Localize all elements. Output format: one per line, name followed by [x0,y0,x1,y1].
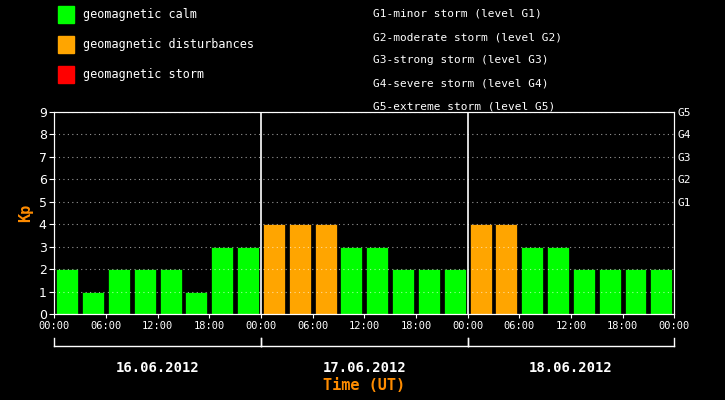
Bar [160,269,181,314]
Bar [289,224,311,314]
Bar [547,247,569,314]
Bar [341,247,362,314]
Bar [186,292,207,314]
Bar [237,247,259,314]
Bar [315,224,336,314]
Text: 18.06.2012: 18.06.2012 [529,361,613,375]
Bar [624,269,647,314]
Bar [573,269,594,314]
Y-axis label: Kp: Kp [18,204,33,222]
Text: 17.06.2012: 17.06.2012 [323,361,406,375]
Bar [599,269,621,314]
Bar [108,269,130,314]
Bar [521,247,543,314]
Bar [82,292,104,314]
Text: G2-moderate storm (level G2): G2-moderate storm (level G2) [373,32,563,42]
Bar [134,269,156,314]
Text: G3-strong storm (level G3): G3-strong storm (level G3) [373,55,549,65]
Text: G4-severe storm (level G4): G4-severe storm (level G4) [373,78,549,88]
Bar [57,269,78,314]
Text: geomagnetic calm: geomagnetic calm [83,8,196,21]
Text: 16.06.2012: 16.06.2012 [116,361,199,375]
Bar [263,224,285,314]
Bar [392,269,414,314]
Bar [366,247,388,314]
Bar [418,269,440,314]
Bar [650,269,672,314]
Bar [444,269,465,314]
Bar [495,224,518,314]
Text: G5-extreme storm (level G5): G5-extreme storm (level G5) [373,102,555,112]
Bar [470,224,492,314]
Text: geomagnetic disturbances: geomagnetic disturbances [83,38,254,51]
Bar [211,247,233,314]
Text: Time (UT): Time (UT) [323,378,405,393]
Text: G1-minor storm (level G1): G1-minor storm (level G1) [373,9,542,19]
Text: geomagnetic storm: geomagnetic storm [83,68,204,81]
